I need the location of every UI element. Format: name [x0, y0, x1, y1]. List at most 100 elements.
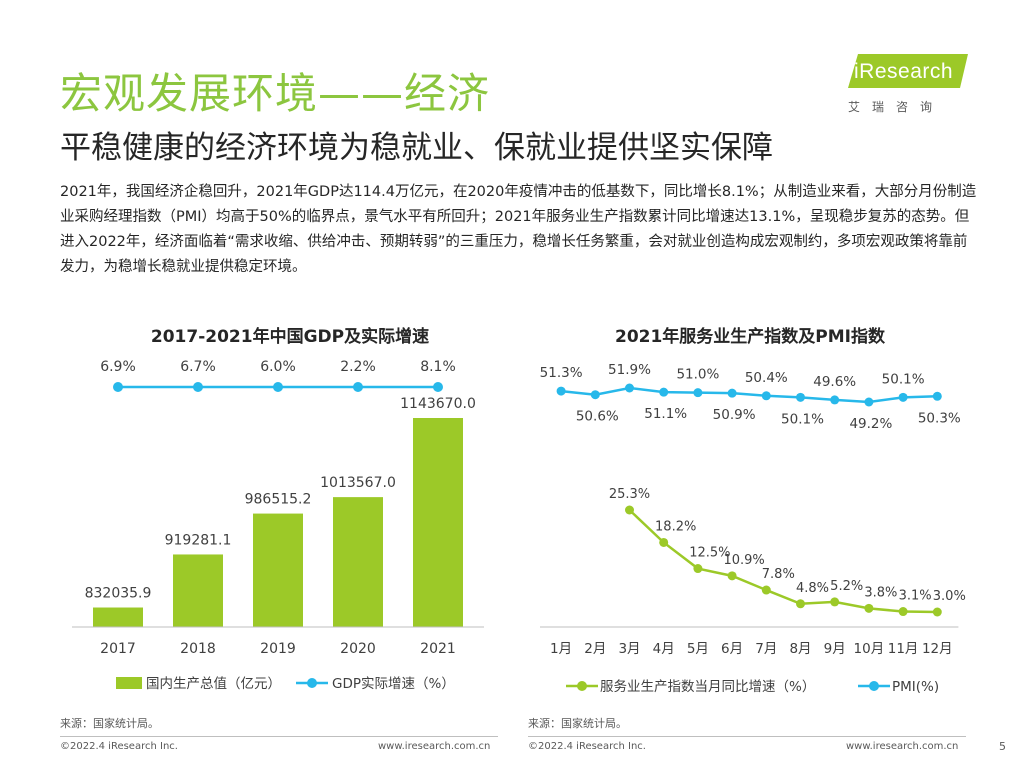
pmi-x-tick: 9月	[824, 641, 846, 657]
services-point	[796, 599, 805, 609]
legend-gdp-label: 国内生产总值（亿元）	[146, 676, 281, 692]
pmi-label: 50.3%	[918, 410, 961, 426]
pmi-x-tick: 11月	[888, 641, 919, 657]
gdp-chart: 6.9% 832035.9 2017 6.7% 919281.1 2018 6.0% 9865…	[72, 359, 484, 692]
pmi-chart-title: 2021年服务业生产指数及PMI指数	[614, 327, 885, 347]
gdp-chart-title: 2017-2021年中国GDP及实际增速	[150, 327, 430, 347]
pmi-label: 51.0%	[676, 367, 719, 383]
pmi-point	[830, 395, 840, 405]
page-title: 宏观发展环境——经济	[60, 69, 491, 118]
body-paragraph: 2021年，我国经济企稳回升，2021年GDP达114.4万亿元，在2020年疫…	[60, 184, 977, 275]
copyright-right: ©2022.4 iResearch Inc.	[528, 741, 646, 752]
gdp-bar-label: 986515.2	[245, 492, 312, 508]
services-label: 18.2%	[655, 519, 696, 534]
pmi-label: 50.6%	[576, 409, 619, 425]
gdp-bar	[93, 607, 143, 627]
gdp-x-tick: 2021	[420, 641, 456, 657]
services-label: 10.9%	[723, 553, 764, 568]
pmi-label: 50.1%	[781, 411, 824, 427]
services-point	[727, 571, 737, 581]
services-label: 3.1%	[899, 589, 932, 604]
logo-text: iResearch	[854, 60, 954, 83]
gdp-x-tick: 2019	[260, 641, 296, 657]
pmi-x-tick: 3月	[618, 641, 640, 657]
gdp-growth-label: 6.0%	[260, 359, 296, 375]
services-point	[932, 607, 942, 617]
pmi-x-tick: 6月	[721, 641, 743, 657]
legend-gdp-swatch	[116, 677, 142, 689]
pmi-point	[898, 392, 908, 402]
pmi-point	[590, 390, 600, 400]
copyright-left: ©2022.4 iResearch Inc.	[60, 741, 178, 752]
pmi-x-tick: 12月	[922, 641, 953, 657]
services-point	[830, 597, 840, 607]
gdp-x-tick: 2017	[100, 641, 136, 657]
source-note-left: 来源：国家统计局。	[60, 717, 159, 730]
pmi-x-tick: 10月	[854, 641, 885, 657]
page-subtitle: 平稳健康的经济环境为稳就业、保就业提供坚实保障	[60, 130, 773, 166]
gdp-x-tick: 2018	[180, 641, 216, 657]
gdp-bar	[253, 513, 303, 627]
legend-growth-label: GDP实际增速（%）	[332, 676, 455, 692]
gdp-bar	[173, 554, 223, 627]
pmi-label: 51.1%	[644, 406, 687, 422]
logo-shape	[848, 54, 968, 88]
pmi-point	[693, 388, 703, 398]
legend-services-label: 服务业生产指数当月同比增速（%）	[600, 679, 815, 695]
services-label: 7.8%	[762, 567, 795, 582]
pmi-point	[556, 386, 566, 396]
services-label: 4.8%	[796, 581, 829, 596]
gdp-bar-label: 919281.1	[165, 532, 232, 548]
pmi-point	[727, 388, 737, 398]
services-label: 5.2%	[830, 579, 863, 594]
pmi-x-tick: 8月	[789, 641, 811, 657]
pmi-x-tick: 7月	[755, 641, 777, 657]
page-number: 5	[999, 740, 1006, 753]
services-point	[864, 603, 874, 613]
services-point	[625, 505, 634, 515]
gdp-growth-label: 6.7%	[180, 359, 216, 375]
pmi-point	[761, 391, 771, 401]
iresearch-logo: iResearch 艾瑞咨询	[848, 52, 968, 116]
pmi-label: 50.4%	[745, 370, 788, 386]
pmi-x-tick: 5月	[687, 641, 709, 657]
website-link-right[interactable]: www.iresearch.com.cn	[846, 741, 959, 752]
pmi-point	[625, 383, 634, 393]
gdp-growth-label: 8.1%	[420, 359, 456, 375]
pmi-point	[659, 387, 669, 397]
gdp-bar	[333, 497, 383, 627]
gdp-bar-label: 832035.9	[85, 586, 152, 602]
logo-subtext: 艾瑞咨询	[848, 100, 945, 114]
gdp-growth-point	[113, 382, 123, 392]
gdp-growth-label: 6.9%	[100, 359, 136, 375]
pmi-point	[796, 392, 805, 402]
pmi-x-tick: 1月	[550, 641, 572, 657]
gdp-bar	[413, 418, 463, 627]
legend-pmi-marker	[869, 681, 879, 691]
pmi-label: 49.2%	[849, 416, 892, 432]
website-link-left[interactable]: www.iresearch.com.cn	[378, 741, 491, 752]
services-label: 3.8%	[864, 585, 897, 600]
source-note-right: 来源：国家统计局。	[528, 717, 627, 730]
services-label: 12.5%	[689, 546, 730, 561]
pmi-label: 49.6%	[813, 374, 856, 390]
pmi-x-tick: 2月	[584, 641, 606, 657]
pmi-label: 50.9%	[713, 407, 756, 423]
services-point	[659, 537, 669, 547]
pmi-label: 51.9%	[608, 362, 651, 378]
pmi-chart: 51.3% 50.6% 51.9% 51.1% 51.0% 50.9% 50.4% 50.1%…	[540, 362, 966, 695]
services-line	[628, 509, 938, 614]
legend-pmi-label: PMI(%)	[892, 679, 939, 695]
legend-growth-marker	[307, 678, 317, 688]
legend-services-marker	[577, 681, 587, 691]
gdp-growth-point	[273, 382, 283, 392]
services-point	[898, 607, 908, 617]
services-point	[761, 585, 771, 595]
pmi-point	[932, 391, 942, 401]
pmi-label: 51.3%	[540, 365, 583, 381]
gdp-growth-point	[433, 382, 443, 392]
gdp-x-tick: 2020	[340, 641, 376, 657]
footer-divider-right	[528, 736, 966, 737]
gdp-growth-point	[353, 382, 363, 392]
gdp-growth-label: 2.2%	[340, 359, 376, 375]
